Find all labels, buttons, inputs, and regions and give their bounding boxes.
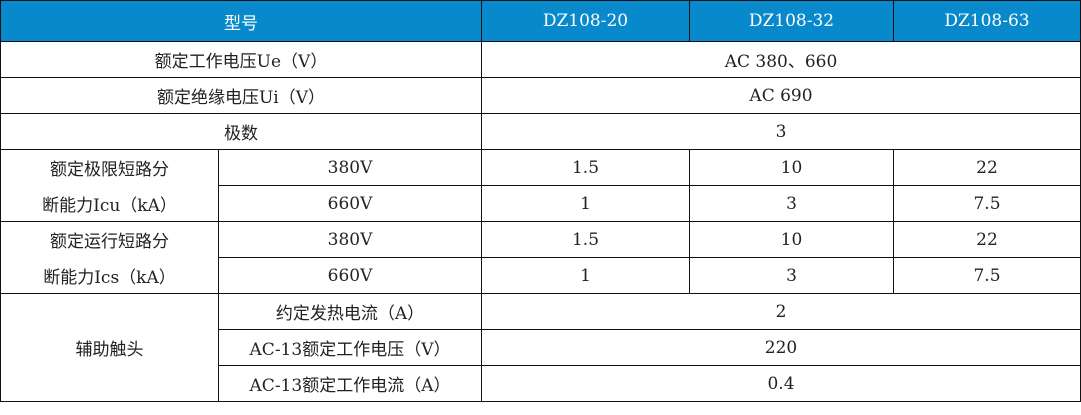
cell: 1.5 — [481, 221, 690, 258]
row-label: 额定运行短路分 — [0, 221, 219, 258]
sub-label: 660V — [218, 185, 482, 222]
cell: 10 — [689, 149, 894, 186]
model-header: 型号 — [0, 0, 482, 42]
cell: 22 — [893, 149, 1081, 186]
header-row: 型号 DZ108-20 DZ108-32 DZ108-63 — [0, 0, 1081, 42]
table-row: 额定工作电压Ue（V） AC 380、660 — [0, 41, 1081, 78]
row-value: AC 690 — [481, 77, 1081, 114]
sub-label: AC-13额定工作电流（A） — [218, 365, 482, 402]
row-value: 0.4 — [481, 365, 1081, 402]
cell: 22 — [893, 221, 1081, 258]
sub-label: 约定发热电流（A） — [218, 293, 482, 330]
cell: 7.5 — [893, 257, 1081, 294]
row-value: 3 — [481, 113, 1081, 150]
cell: 3 — [689, 257, 894, 294]
model-col: DZ108-63 — [893, 0, 1081, 42]
sub-label: 380V — [218, 221, 482, 258]
cell: 1 — [481, 185, 690, 222]
row-label: 额定工作电压Ue（V） — [0, 41, 482, 78]
row-value: 2 — [481, 293, 1081, 330]
model-col: DZ108-32 — [689, 0, 894, 42]
spec-table: 型号 DZ108-20 DZ108-32 DZ108-63 额定工作电压Ue（V… — [0, 0, 1081, 402]
row-label: 极数 — [0, 113, 482, 150]
table-row: 辅助触头 约定发热电流（A） 2 — [0, 293, 1081, 402]
row-label: 辅助触头 — [0, 293, 219, 402]
sub-label: AC-13额定工作电压（V） — [218, 329, 482, 366]
table-row: AC-13额定工作电流（A） 0.4 — [1, 365, 1081, 402]
table-row: 额定绝缘电压Ui（V） AC 690 — [0, 77, 1081, 114]
table-row: 断能力Ics（kA） 660V 1 3 7.5 — [0, 257, 1081, 294]
cell: 10 — [689, 221, 894, 258]
table-row: 额定运行短路分 380V 1.5 10 22 — [0, 221, 1081, 258]
row-label: 额定极限短路分 — [0, 149, 219, 186]
cell: 7.5 — [893, 185, 1081, 222]
row-label: 额定绝缘电压Ui（V） — [0, 77, 482, 114]
row-value: AC 380、660 — [481, 41, 1081, 78]
row-label: 断能力Icu（kA） — [0, 185, 219, 222]
row-value: 220 — [481, 329, 1081, 366]
table-row: 额定极限短路分 380V 1.5 10 22 — [0, 149, 1081, 186]
model-col: DZ108-20 — [481, 0, 690, 42]
sub-label: 380V — [218, 149, 482, 186]
cell: 1 — [481, 257, 690, 294]
table-row: 极数 3 — [0, 113, 1081, 150]
table-row: 断能力Icu（kA） 660V 1 3 7.5 — [0, 185, 1081, 222]
table-row: AC-13额定工作电压（V） 220 — [1, 329, 1081, 366]
cell: 3 — [689, 185, 894, 222]
row-label: 断能力Ics（kA） — [0, 257, 219, 294]
sub-label: 660V — [218, 257, 482, 294]
cell: 1.5 — [481, 149, 690, 186]
